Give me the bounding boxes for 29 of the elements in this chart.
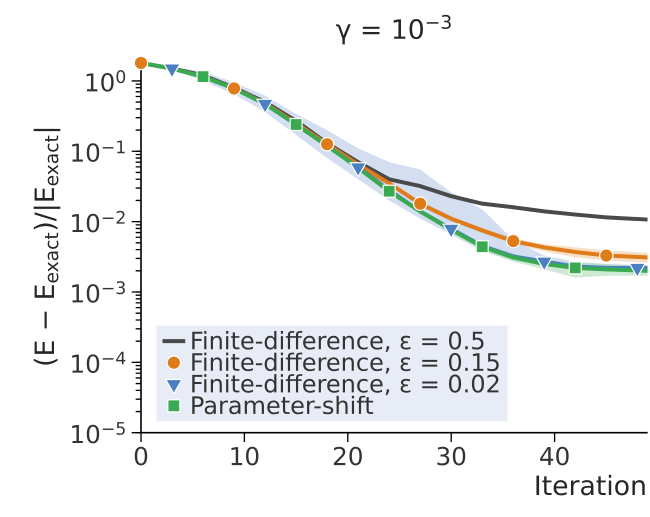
point: [599, 248, 614, 263]
point: [226, 81, 242, 96]
x-tick-label: 20: [334, 446, 362, 466]
y-axis-title: (E − E$_{exact}$)/|E$_{exact}$|: [34, 128, 60, 365]
point: [506, 234, 521, 248]
y-tick-label: 10$^{−2}$: [72, 210, 125, 232]
x-tick-label: 10: [231, 446, 258, 466]
legend-label: Finite-difference, ε = 0.5: [192, 331, 484, 352]
legend-label: Finite-difference, ε = 0.02: [192, 374, 498, 396]
x-tick-label: 30: [437, 446, 466, 466]
x-tick-label: 40: [540, 446, 569, 466]
y-tick-label: 10$^{−4}$: [72, 352, 126, 374]
x-tick-label: 0: [134, 446, 148, 466]
point: [196, 70, 210, 84]
y-tick-label: 10$^{−1}$: [72, 140, 125, 162]
y-tick-label: 10$^{0}$: [86, 70, 126, 92]
point: [290, 118, 303, 132]
point: [476, 240, 489, 254]
point: [412, 196, 428, 211]
point: [134, 56, 148, 70]
point: [568, 261, 582, 275]
point: [382, 184, 396, 198]
chart-title: γ = 10$^{−3}$: [336, 14, 451, 44]
x-axis-title: Iteration: [536, 474, 645, 496]
y-tick-label: 10$^{−3}$: [72, 281, 125, 303]
y-tick-label: 10$^{−5}$: [72, 422, 125, 444]
legend-label: Parameter-shift: [192, 396, 374, 414]
legend-label: Finite-difference, ε = 0.15: [192, 352, 499, 374]
point: [320, 136, 334, 152]
